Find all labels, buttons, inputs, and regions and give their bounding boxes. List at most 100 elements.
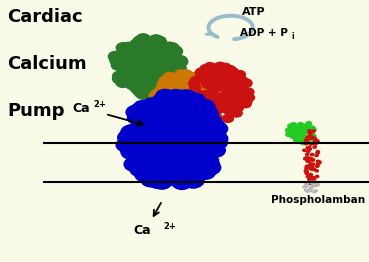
Circle shape — [311, 158, 314, 160]
Circle shape — [191, 80, 203, 89]
Circle shape — [173, 135, 193, 148]
Circle shape — [187, 152, 206, 166]
Circle shape — [227, 89, 238, 97]
Circle shape — [159, 103, 171, 111]
Circle shape — [163, 119, 182, 132]
Circle shape — [182, 98, 194, 107]
Circle shape — [288, 131, 294, 135]
Circle shape — [206, 120, 225, 133]
Circle shape — [150, 119, 169, 133]
Circle shape — [198, 106, 209, 114]
Circle shape — [228, 68, 239, 76]
Circle shape — [135, 162, 155, 176]
Circle shape — [187, 117, 207, 130]
Circle shape — [145, 159, 165, 173]
Circle shape — [314, 190, 317, 192]
Circle shape — [309, 137, 313, 139]
Circle shape — [308, 132, 311, 134]
Circle shape — [142, 125, 161, 139]
Circle shape — [290, 134, 296, 138]
Circle shape — [223, 114, 234, 122]
Circle shape — [145, 99, 164, 112]
Circle shape — [208, 132, 228, 145]
Circle shape — [156, 119, 175, 133]
Circle shape — [162, 51, 176, 61]
Circle shape — [223, 106, 234, 114]
Circle shape — [187, 96, 199, 105]
Circle shape — [305, 137, 310, 141]
Circle shape — [157, 125, 176, 139]
Circle shape — [137, 129, 156, 143]
Circle shape — [194, 86, 206, 95]
Circle shape — [189, 145, 208, 159]
Circle shape — [286, 128, 291, 132]
Circle shape — [152, 176, 172, 189]
Circle shape — [294, 131, 299, 135]
Circle shape — [196, 110, 208, 118]
Circle shape — [152, 88, 166, 98]
Circle shape — [141, 79, 155, 89]
Text: 2+: 2+ — [93, 100, 106, 109]
Circle shape — [177, 173, 197, 187]
Circle shape — [198, 88, 210, 96]
Circle shape — [141, 68, 155, 78]
Circle shape — [164, 95, 176, 104]
Circle shape — [148, 38, 162, 48]
Circle shape — [177, 111, 189, 119]
Circle shape — [155, 118, 175, 132]
Circle shape — [287, 130, 293, 134]
Circle shape — [161, 87, 175, 97]
Circle shape — [313, 182, 315, 184]
Circle shape — [304, 157, 307, 160]
Circle shape — [306, 160, 309, 162]
Circle shape — [132, 132, 151, 146]
Circle shape — [163, 127, 182, 140]
Circle shape — [173, 113, 186, 122]
Circle shape — [179, 115, 191, 124]
Circle shape — [182, 72, 194, 80]
Circle shape — [198, 96, 209, 103]
Circle shape — [180, 81, 193, 89]
Circle shape — [149, 70, 163, 80]
Circle shape — [128, 134, 147, 147]
Circle shape — [144, 165, 163, 178]
Circle shape — [169, 96, 188, 110]
Circle shape — [309, 188, 312, 190]
Circle shape — [194, 156, 214, 170]
Circle shape — [158, 91, 170, 100]
Circle shape — [186, 93, 206, 107]
Circle shape — [193, 96, 205, 105]
Circle shape — [204, 70, 215, 78]
Circle shape — [194, 92, 206, 100]
Circle shape — [165, 165, 184, 178]
Circle shape — [154, 99, 173, 113]
Circle shape — [125, 54, 139, 64]
Circle shape — [311, 130, 314, 133]
Circle shape — [305, 185, 308, 187]
Circle shape — [306, 147, 310, 149]
Circle shape — [212, 79, 223, 87]
Circle shape — [173, 57, 187, 67]
Circle shape — [222, 87, 233, 95]
Circle shape — [148, 81, 162, 91]
Circle shape — [308, 177, 311, 179]
Circle shape — [168, 88, 180, 97]
Circle shape — [207, 88, 218, 96]
Circle shape — [138, 70, 152, 80]
Circle shape — [149, 93, 162, 102]
Circle shape — [313, 180, 316, 182]
Circle shape — [133, 101, 152, 114]
Circle shape — [142, 144, 161, 158]
Circle shape — [178, 161, 197, 175]
Circle shape — [170, 93, 183, 102]
Circle shape — [189, 90, 201, 99]
Text: Calcium: Calcium — [7, 55, 87, 73]
Circle shape — [163, 107, 183, 121]
Circle shape — [188, 111, 200, 119]
Circle shape — [165, 143, 184, 156]
Circle shape — [142, 114, 161, 128]
Circle shape — [144, 58, 158, 68]
Circle shape — [172, 80, 184, 89]
Circle shape — [213, 83, 224, 91]
Circle shape — [294, 138, 299, 143]
